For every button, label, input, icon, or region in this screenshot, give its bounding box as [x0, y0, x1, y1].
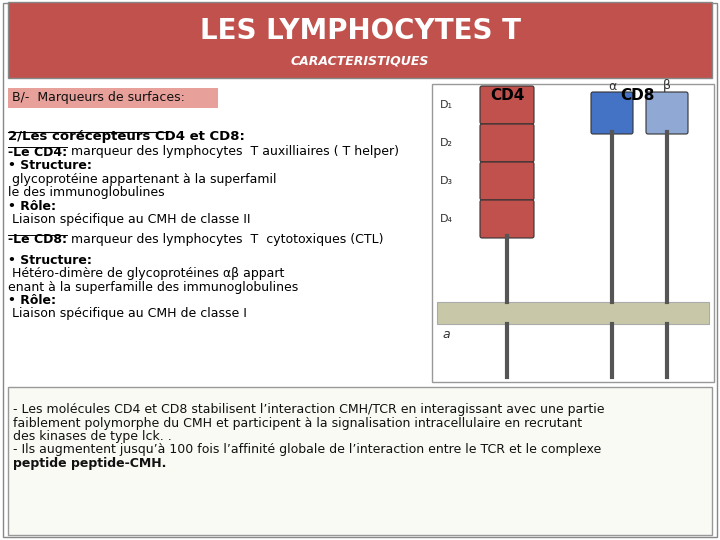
Text: - Les molécules CD4 et CD8 stabilisent l’interaction CMH/TCR en interagissant av: - Les molécules CD4 et CD8 stabilisent l… — [13, 403, 605, 416]
FancyBboxPatch shape — [480, 162, 534, 200]
FancyBboxPatch shape — [480, 86, 534, 124]
Text: CD8: CD8 — [620, 89, 654, 104]
Text: D₂: D₂ — [440, 138, 453, 148]
Text: CD4: CD4 — [490, 89, 524, 104]
Text: enant à la superfamille des immunoglobulines: enant à la superfamille des immunoglobul… — [8, 280, 298, 294]
Text: Liaison spécifique au CMH de classe I: Liaison spécifique au CMH de classe I — [8, 307, 247, 321]
Text: D₃: D₃ — [440, 176, 453, 186]
Text: 2/Les corécepteurs CD4 et CD8:: 2/Les corécepteurs CD4 et CD8: — [8, 130, 245, 143]
FancyBboxPatch shape — [480, 200, 534, 238]
Bar — [8, 2, 712, 78]
FancyBboxPatch shape — [480, 124, 534, 162]
Text: • Structure:: • Structure: — [8, 253, 92, 267]
Text: B/-  Marqueurs de surfaces:: B/- Marqueurs de surfaces: — [12, 91, 185, 105]
Text: D₁: D₁ — [440, 100, 453, 110]
Text: • Structure:: • Structure: — [8, 159, 92, 172]
Bar — [8, 88, 218, 108]
Text: Liaison spécifique au CMH de classe II: Liaison spécifique au CMH de classe II — [8, 213, 251, 226]
Text: -Le CD8:: -Le CD8: — [8, 233, 67, 246]
Text: β: β — [663, 79, 671, 92]
Text: marqueur des lymphocytes  T auxilliaires ( T helper): marqueur des lymphocytes T auxilliaires … — [67, 145, 399, 159]
Text: - Ils augmentent jusqu’à 100 fois l’affinité globale de l’interaction entre le T: - Ils augmentent jusqu’à 100 fois l’affi… — [13, 443, 601, 456]
Text: D₄: D₄ — [440, 214, 453, 224]
Text: glycoprotéine appartenant à la superfamil: glycoprotéine appartenant à la superfami… — [8, 172, 276, 186]
Text: • Rôle:: • Rôle: — [8, 294, 56, 307]
Text: -Le CD4:: -Le CD4: — [8, 145, 67, 159]
FancyBboxPatch shape — [646, 92, 688, 134]
Bar — [432, 84, 714, 382]
Bar — [8, 387, 712, 535]
Text: marqueur des lymphocytes  T  cytotoxiques (CTL): marqueur des lymphocytes T cytotoxiques … — [67, 233, 384, 246]
Text: • Rôle:: • Rôle: — [8, 199, 56, 213]
Text: faiblement polymorphe du CMH et participent à la signalisation intracellulaire e: faiblement polymorphe du CMH et particip… — [13, 416, 582, 429]
Bar — [437, 302, 709, 324]
FancyBboxPatch shape — [591, 92, 633, 134]
Text: CARACTERISTIQUES: CARACTERISTIQUES — [291, 55, 429, 68]
Text: le des immunoglobulines: le des immunoglobulines — [8, 186, 165, 199]
Text: des kinases de type lck. .: des kinases de type lck. . — [13, 430, 172, 443]
Text: Hétéro-dimère de glycoprotéines αβ appart: Hétéro-dimère de glycoprotéines αβ appar… — [8, 267, 284, 280]
Text: a: a — [442, 327, 449, 341]
Text: LES LYMPHOCYTES T: LES LYMPHOCYTES T — [199, 17, 521, 45]
Text: peptide peptide-CMH.: peptide peptide-CMH. — [13, 457, 166, 470]
Text: α: α — [608, 79, 616, 92]
